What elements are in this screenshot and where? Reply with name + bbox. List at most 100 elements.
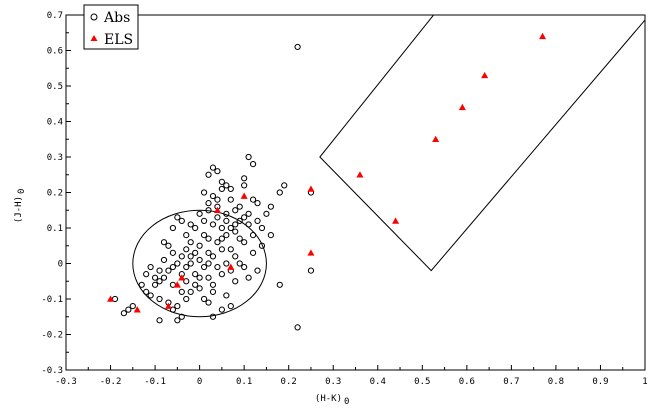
abs-point <box>187 239 194 246</box>
abs-point <box>227 196 234 203</box>
abs-point <box>156 295 163 303</box>
abs-point <box>307 267 315 274</box>
abs-point <box>205 171 212 178</box>
y-tick-label: -0.2 <box>41 331 63 341</box>
abs-point <box>223 182 230 189</box>
abs-point <box>151 281 159 288</box>
abs-point <box>178 288 185 295</box>
abs-point <box>258 224 266 232</box>
abs-point <box>183 278 190 285</box>
abs-point <box>249 249 257 256</box>
y-axis-subscript: 0 <box>17 189 27 194</box>
y-tick-label: 0.4 <box>47 118 63 128</box>
abs-point <box>249 196 257 203</box>
abs-point <box>192 249 199 256</box>
plot-area <box>65 14 646 371</box>
abs-point <box>241 214 248 221</box>
els-point <box>164 302 172 309</box>
abs-point <box>258 242 266 249</box>
x-tick-label: 0.4 <box>370 377 386 387</box>
abs-point <box>209 164 217 171</box>
x-axis-subscript: 0 <box>344 397 349 407</box>
abs-point <box>241 239 248 246</box>
abs-point <box>200 217 208 224</box>
abs-point <box>232 253 239 260</box>
els-point <box>178 274 186 281</box>
region-shapes <box>132 15 645 318</box>
abs-point <box>156 267 163 274</box>
abs-point <box>160 256 168 264</box>
abs-point <box>160 239 168 246</box>
abs-point <box>174 214 181 221</box>
abs-point <box>223 232 230 239</box>
abs-point <box>143 288 150 295</box>
abs-point <box>205 200 212 207</box>
x-tick-label: 0.7 <box>503 377 519 387</box>
abs-point <box>281 182 288 189</box>
x-axis-title: (H-K) 0 <box>315 394 350 407</box>
els-point <box>240 192 248 199</box>
legend-els-label: ELS <box>104 32 133 48</box>
abs-point <box>232 221 239 228</box>
abs-point <box>183 263 190 271</box>
x-axis-label: (H-K) <box>315 394 342 404</box>
abs-point <box>200 232 208 239</box>
reddening-band-polygon <box>319 15 645 272</box>
abs-point <box>174 260 181 267</box>
els-point <box>458 103 466 111</box>
abs-point <box>178 253 185 260</box>
abs-point <box>205 274 212 281</box>
abs-point <box>196 256 203 264</box>
abs-point <box>241 175 248 182</box>
abs-point <box>156 278 163 285</box>
abs-point <box>187 288 194 295</box>
abs-point <box>227 185 234 193</box>
x-tick-label: 0.8 <box>548 377 564 387</box>
els-point <box>356 171 364 178</box>
legend-box <box>83 4 139 50</box>
abs-point <box>232 228 239 235</box>
abs-point <box>169 249 176 256</box>
abs-point <box>249 161 257 168</box>
abs-point <box>169 263 176 271</box>
abs-point <box>218 178 225 185</box>
els-point <box>432 135 440 143</box>
x-tick-label: -0.2 <box>100 377 122 387</box>
abs-point <box>223 292 230 299</box>
els-point <box>539 32 547 40</box>
abs-point <box>276 189 283 196</box>
abs-point <box>205 260 212 267</box>
abs-point <box>209 288 217 295</box>
abs-point <box>218 235 225 242</box>
abs-point <box>241 263 248 271</box>
els-point <box>392 217 400 224</box>
y-tick-label: -0.3 <box>41 366 63 376</box>
y-axis-ticks: -0.3 -0.2 -0.1 0 0.1 0.2 0.3 0.4 0.5 0.6 0.7 <box>41 11 71 376</box>
abs-point <box>169 224 176 232</box>
abs-point <box>223 210 230 217</box>
abs-point <box>294 324 301 331</box>
abs-point <box>183 232 190 239</box>
abs-point <box>227 246 234 253</box>
abs-point <box>245 274 252 281</box>
abs-point <box>169 306 176 313</box>
abs-point <box>254 267 261 274</box>
abs-point <box>205 235 212 242</box>
abs-point <box>241 182 248 189</box>
abs-point <box>209 281 217 288</box>
legend-els-marker <box>90 35 98 41</box>
abs-point <box>151 274 159 281</box>
y-tick-label: 0 <box>58 260 63 270</box>
data-points <box>107 32 547 331</box>
abs-point <box>183 295 190 303</box>
x-axis-ticks: -0.3 -0.2 -0.1 0 0.1 0.2 0.3 0.4 0.5 0.6 0.7 0.8 0.9… <box>55 365 648 387</box>
abs-point <box>138 281 145 288</box>
els-point <box>133 306 141 313</box>
abs-point <box>174 317 181 324</box>
abs-point <box>147 292 154 299</box>
abs-point <box>196 210 203 217</box>
abs-point <box>276 281 283 288</box>
abs-point <box>214 168 221 175</box>
abs-point <box>187 253 194 260</box>
